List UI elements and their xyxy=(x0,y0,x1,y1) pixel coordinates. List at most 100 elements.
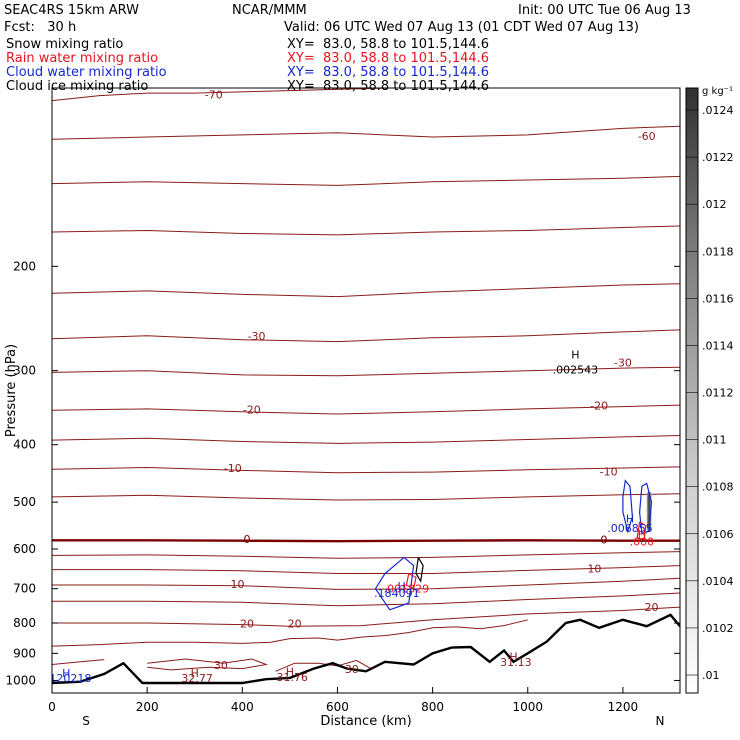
colorbar-label-12: .0124 xyxy=(702,104,734,117)
y-tick-label-6: 800 xyxy=(13,616,36,630)
contour-annotation-31: 20 xyxy=(644,601,658,614)
contour-annotation-19: -30 xyxy=(248,330,266,343)
colorbar-label-2: .0104 xyxy=(702,575,734,588)
y-tick-label-5: 700 xyxy=(13,582,36,596)
model-title: SEAC4RS 15km ARW xyxy=(4,3,140,18)
contour-annotation-11: H xyxy=(191,667,199,680)
y-tick-label-0: 200 xyxy=(13,259,36,273)
colorbar-label-3: .0106 xyxy=(702,528,734,541)
contour-annotation-8: .184091 xyxy=(374,587,420,600)
contour-annotation-2: H xyxy=(626,513,634,526)
isotherm-line-0 xyxy=(52,88,404,102)
colorbar-label-11: .0122 xyxy=(702,151,734,164)
cloud-water-contour-0 xyxy=(374,556,415,611)
x-tick-label-0: 0 xyxy=(48,700,56,714)
contour-annotation-32: 30 xyxy=(214,659,228,672)
isotherm-line-13 xyxy=(52,565,680,574)
contour-annotation-33: 30 xyxy=(345,663,359,676)
contour-annotation-30: 20 xyxy=(288,618,302,631)
cloud-water-contour-1 xyxy=(622,479,634,534)
x-tick-label-2: 400 xyxy=(231,700,254,714)
contour-annotation-14: 31.76 xyxy=(277,671,309,684)
contour-annotation-29: 20 xyxy=(240,618,254,631)
colorbar-label-0: .01 xyxy=(702,669,720,682)
isotherm-line-14 xyxy=(52,577,680,590)
isotherm-line-2 xyxy=(52,175,680,186)
contour-annotation-22: -20 xyxy=(590,400,608,413)
contour-annotation-15: H xyxy=(509,651,517,664)
terrain-line xyxy=(52,613,680,685)
contour-annotation-16: 31.13 xyxy=(500,656,532,669)
x-tick-label-6: 1200 xyxy=(608,700,639,714)
colorbar-label-9: .0118 xyxy=(702,245,734,258)
contour-annotation-24: -10 xyxy=(600,466,618,479)
contour-annotation-26: 0 xyxy=(600,533,607,546)
valid-time: Valid: 06 UTC Wed 07 Aug 13 (01 CDT Wed … xyxy=(284,20,639,35)
contour-annotation-12: 32.77 xyxy=(181,672,213,685)
colorbar-unit: g kg⁻¹ xyxy=(702,86,733,97)
isotherm-line-7 xyxy=(52,404,680,415)
contour-annotation-21: -20 xyxy=(243,403,261,416)
x-axis-title: Distance (km) xyxy=(320,714,411,729)
field-name-rain: Rain water mixing ratio xyxy=(6,51,159,66)
contour-annotation-18: -60 xyxy=(638,130,656,143)
contour-annotation-7: .001329 xyxy=(384,582,430,595)
isotherm-line-16 xyxy=(52,606,680,627)
forecast-hour: Fcst: 30 h xyxy=(4,20,77,35)
contour-annotation-0: H xyxy=(571,349,579,362)
contour-annotation-28: 10 xyxy=(587,563,601,576)
isotherm-line-8 xyxy=(52,435,680,444)
isotherm-line-6 xyxy=(52,366,680,377)
isotherm-line-9 xyxy=(52,466,680,474)
isotherm-line-11 xyxy=(52,539,680,543)
cloud-water-contour-2 xyxy=(638,482,653,535)
contour-annotation-9: H xyxy=(62,667,70,680)
x-end-label-north: N xyxy=(656,714,665,728)
isotherm-extra-line-2 xyxy=(147,658,268,671)
x-tick-label-3: 600 xyxy=(326,700,349,714)
field-name-cloudice: Cloud ice mixing ratio xyxy=(6,79,149,94)
isotherm-line-15 xyxy=(52,592,680,607)
colorbar-label-10: .012 xyxy=(702,198,727,211)
y-tick-label-7: 900 xyxy=(13,646,36,660)
isotherm-line-5 xyxy=(52,329,680,343)
isotherm-line-12 xyxy=(52,551,680,559)
plot-frame xyxy=(51,87,681,694)
contour-annotation-27: 10 xyxy=(231,578,245,591)
isotherm-line-1 xyxy=(52,125,680,140)
colorbar-label-8: .0116 xyxy=(702,292,734,305)
field-name-snow: Snow mixing ratio xyxy=(6,37,124,52)
isotherm-extra-line-0 xyxy=(52,619,528,647)
isotherm-line-10 xyxy=(52,493,680,501)
contour-annotation-3: .006855 xyxy=(607,522,653,535)
contour-annotation-1: .002543 xyxy=(553,364,599,377)
isotherm-line-3 xyxy=(52,225,680,236)
field-xy-rain: XY= 83.0, 58.8 to 101.5,144.6 xyxy=(287,51,490,66)
colorbar-label-6: .0112 xyxy=(702,387,734,400)
contour-annotation-6: H xyxy=(398,580,406,593)
org-label: NCAR/MMM xyxy=(232,3,307,18)
x-tick-label-5: 1000 xyxy=(512,700,543,714)
cloud-ice-contour-0 xyxy=(415,557,424,583)
contour-annotation-4: H xyxy=(638,528,646,541)
x-tick-label-4: 800 xyxy=(421,700,444,714)
contour-annotation-13: H xyxy=(286,666,294,679)
y-tick-label-4: 600 xyxy=(13,542,36,556)
rain-water-contour-0 xyxy=(405,572,417,590)
y-tick-label-8: 1000 xyxy=(5,673,36,687)
colorbar-label-5: .011 xyxy=(702,434,727,447)
isotherm-line-4 xyxy=(52,283,680,298)
contour-annotation-5: .000 xyxy=(630,535,655,548)
colorbar-label-1: .0102 xyxy=(702,622,734,635)
isotherm-extra-line-1 xyxy=(52,659,105,665)
rain-water-contour-1 xyxy=(636,521,647,541)
y-tick-label-1: 300 xyxy=(13,364,36,378)
field-xy-cloudwater: XY= 83.0, 58.8 to 101.5,144.6 xyxy=(287,65,490,80)
init-time: Init: 00 UTC Tue 06 Aug 13 xyxy=(518,3,691,18)
y-axis-title: Pressure (hPa) xyxy=(4,344,19,437)
contour-annotation-20: -30 xyxy=(614,357,632,370)
y-tick-label-2: 400 xyxy=(13,438,36,452)
colorbar-label-4: .0108 xyxy=(702,481,734,494)
colorbar-label-7: .0114 xyxy=(702,339,734,352)
